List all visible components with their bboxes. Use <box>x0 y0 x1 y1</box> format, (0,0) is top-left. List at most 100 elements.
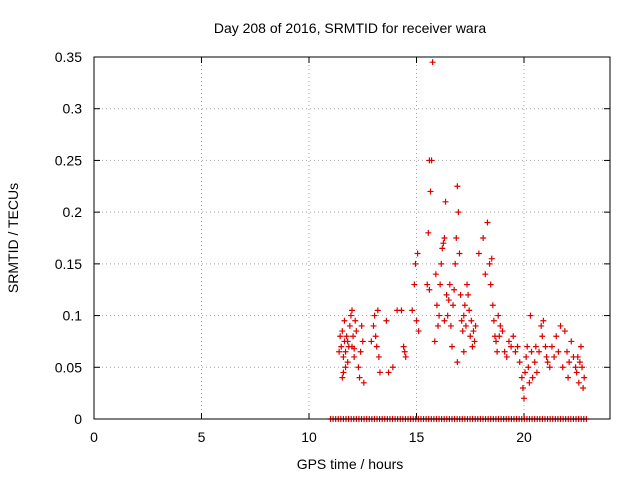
data-point <box>468 317 475 324</box>
y-tick-label: 0.25 <box>55 152 82 168</box>
data-point <box>370 322 377 329</box>
x-tick-labels: 0 5 10 15 20 <box>90 429 532 445</box>
data-point <box>375 353 382 360</box>
data-point <box>412 260 419 267</box>
data-point <box>368 338 375 345</box>
data-point <box>495 312 502 319</box>
data-point <box>568 338 575 345</box>
x-tick-label: 0 <box>90 429 98 445</box>
data-point <box>487 281 494 288</box>
grid-lines <box>94 57 610 419</box>
data-point <box>573 369 580 376</box>
data-point <box>460 312 467 319</box>
data-point <box>531 359 538 366</box>
data-point <box>469 343 476 350</box>
data-point <box>551 353 558 360</box>
axis-ticks <box>93 56 610 420</box>
data-point <box>372 333 379 340</box>
data-point <box>548 343 555 350</box>
data-point <box>452 260 459 267</box>
data-point <box>435 322 441 329</box>
data-point <box>343 333 350 340</box>
y-tick-label: 0.05 <box>55 359 82 375</box>
data-point <box>471 338 478 345</box>
data-point <box>450 302 457 309</box>
data-point <box>342 364 349 371</box>
data-point <box>349 307 355 314</box>
x-tick-label: 15 <box>409 429 425 445</box>
data-point <box>355 364 362 371</box>
data-point <box>457 291 464 298</box>
data-point <box>466 307 473 314</box>
data-point <box>341 317 348 324</box>
y-tick-label: 0 <box>74 411 82 427</box>
data-point <box>440 240 447 247</box>
data-point <box>503 353 510 360</box>
data-point <box>441 317 448 324</box>
data-point <box>564 348 570 355</box>
data-point <box>465 291 472 298</box>
data-point <box>453 235 460 241</box>
data-point <box>518 374 525 381</box>
data-point <box>340 353 347 360</box>
data-point <box>359 338 366 345</box>
data-point <box>565 374 572 381</box>
data-point <box>526 379 533 386</box>
data-point <box>544 359 551 366</box>
data-point <box>579 364 586 371</box>
data-point <box>356 374 363 381</box>
data-point <box>441 235 448 241</box>
data-point <box>467 333 474 340</box>
data-point <box>455 209 462 216</box>
data-point <box>411 281 418 288</box>
data-point <box>339 374 346 381</box>
data-point <box>484 219 491 226</box>
data-point <box>555 348 562 355</box>
data-point <box>572 364 579 371</box>
data-point <box>431 338 438 345</box>
data-point <box>344 359 351 366</box>
data-point <box>494 348 501 355</box>
data-point <box>400 343 407 350</box>
data-point <box>374 307 381 314</box>
data-point <box>557 322 564 329</box>
data-point <box>516 359 523 366</box>
data-point <box>346 322 353 329</box>
data-point <box>415 328 422 335</box>
data-point <box>508 343 515 350</box>
data-point <box>433 302 440 309</box>
data-point <box>482 271 489 278</box>
data-point <box>505 338 512 345</box>
data-point <box>432 271 439 278</box>
data-point <box>352 317 359 324</box>
data-point <box>553 333 560 340</box>
data-point <box>575 379 582 386</box>
data-point <box>451 286 458 293</box>
data-point <box>581 374 588 381</box>
y-tick-label: 0.15 <box>55 256 82 272</box>
data-point <box>351 353 358 360</box>
data-point <box>489 302 496 309</box>
data-point <box>462 322 469 329</box>
data-point <box>447 322 454 329</box>
data-point <box>524 343 531 350</box>
data-point <box>458 317 465 324</box>
data-point <box>470 328 477 335</box>
data-point <box>398 307 405 314</box>
data-point <box>437 281 444 288</box>
data-point <box>480 235 487 241</box>
data-point <box>454 359 461 366</box>
data-point <box>542 343 549 350</box>
data-point <box>426 286 433 293</box>
data-point <box>409 307 416 314</box>
data-point <box>413 317 420 324</box>
data-point <box>342 348 349 355</box>
data-point <box>529 374 536 381</box>
data-point <box>559 364 566 371</box>
data-point <box>351 345 358 352</box>
data-point <box>456 250 463 257</box>
data-point <box>360 379 367 386</box>
plot-frame <box>93 56 611 420</box>
data-point <box>521 395 527 402</box>
chart-title: Day 208 of 2016, SRMTID for receiver war… <box>214 20 487 36</box>
